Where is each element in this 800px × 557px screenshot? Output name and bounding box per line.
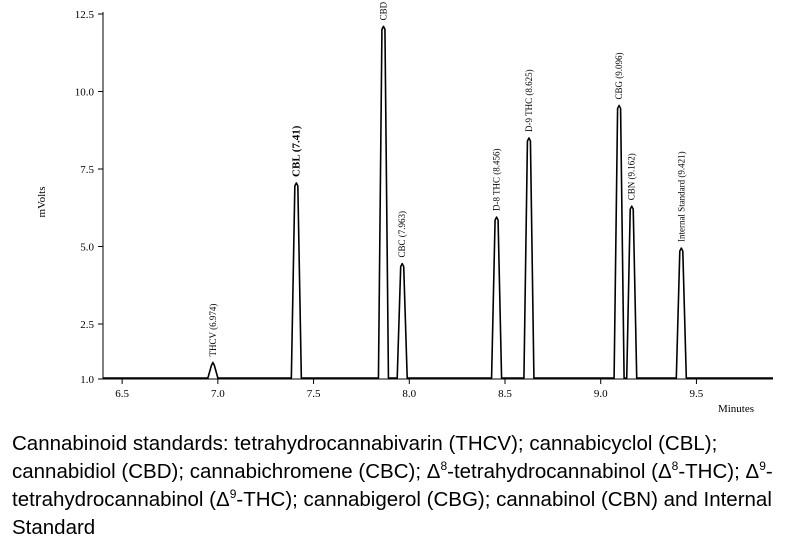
peak-label: Internal Standard (9.421) xyxy=(676,151,686,242)
peak-labels: THCV (6.974) CBL (7.41) CBD (7.865) CBC (7.… xyxy=(208,0,686,357)
x-tick-label: 6.5 xyxy=(115,388,129,400)
caption-sup-8: 8 xyxy=(440,459,448,474)
axes: 1.0 2.5 5.0 7.5 10.0 12.5 6.5 7.0 7.5 8.0 8.5 9.0 9.… xyxy=(36,9,773,415)
figure-caption: Cannabinoid standards: tetrahydrocannabi… xyxy=(12,430,792,542)
caption-sup-9: 9 xyxy=(759,459,766,474)
caption-part-1: Cannabinoid standards: tetrahydrocannabi… xyxy=(12,432,718,483)
y-axis-title: mVolts xyxy=(36,187,48,218)
x-tick-label: 7.5 xyxy=(307,388,321,400)
peak-label: CBD (7.865) xyxy=(378,0,388,20)
y-tick-label: 7.5 xyxy=(80,164,94,176)
peak-label: CBC (7.963) xyxy=(397,211,407,258)
x-tick-label: 8.5 xyxy=(498,388,512,400)
x-tick-label: 8.0 xyxy=(402,388,416,400)
y-tick-label: 2.5 xyxy=(80,319,94,331)
peak-label: D-8 THC (8.456) xyxy=(492,148,502,211)
trace xyxy=(103,25,773,379)
peak-label: D-9 THC (8.625) xyxy=(524,69,534,132)
caption-sup-9b: 9 xyxy=(229,487,237,502)
x-tick-label: 9.0 xyxy=(594,388,608,400)
x-tick-label: 7.0 xyxy=(211,388,225,400)
caption-part-2: -tetrahydrocannabinol (Δ xyxy=(447,460,672,483)
peak-label: CBN (9.162) xyxy=(627,153,637,200)
chromatogram-chart: 1.0 2.5 5.0 7.5 10.0 12.5 6.5 7.0 7.5 8.0 8.5 9.0 9.… xyxy=(36,0,773,415)
y-tick-label: 1.0 xyxy=(80,374,94,386)
caption-sup-8b: 8 xyxy=(671,459,679,474)
x-tick-label: 9.5 xyxy=(690,388,704,400)
peak-label: CBL (7.41) xyxy=(290,125,302,177)
peak-label: CBG (9.096) xyxy=(614,52,624,99)
x-axis-title: Minutes xyxy=(718,403,754,415)
caption-part-3: -THC); Δ xyxy=(678,460,760,483)
caption-part-4: -tetrahydrocannabinol (Δ xyxy=(12,460,773,511)
chromatogram-line xyxy=(103,25,773,379)
y-tick-label: 12.5 xyxy=(75,9,95,21)
y-tick-label: 10.0 xyxy=(75,87,95,99)
y-tick-label: 5.0 xyxy=(80,242,94,254)
peak-label: THCV (6.974) xyxy=(208,304,218,357)
caption-part-5: -THC); cannabigerol (CBG); cannabinol (C… xyxy=(12,488,772,539)
